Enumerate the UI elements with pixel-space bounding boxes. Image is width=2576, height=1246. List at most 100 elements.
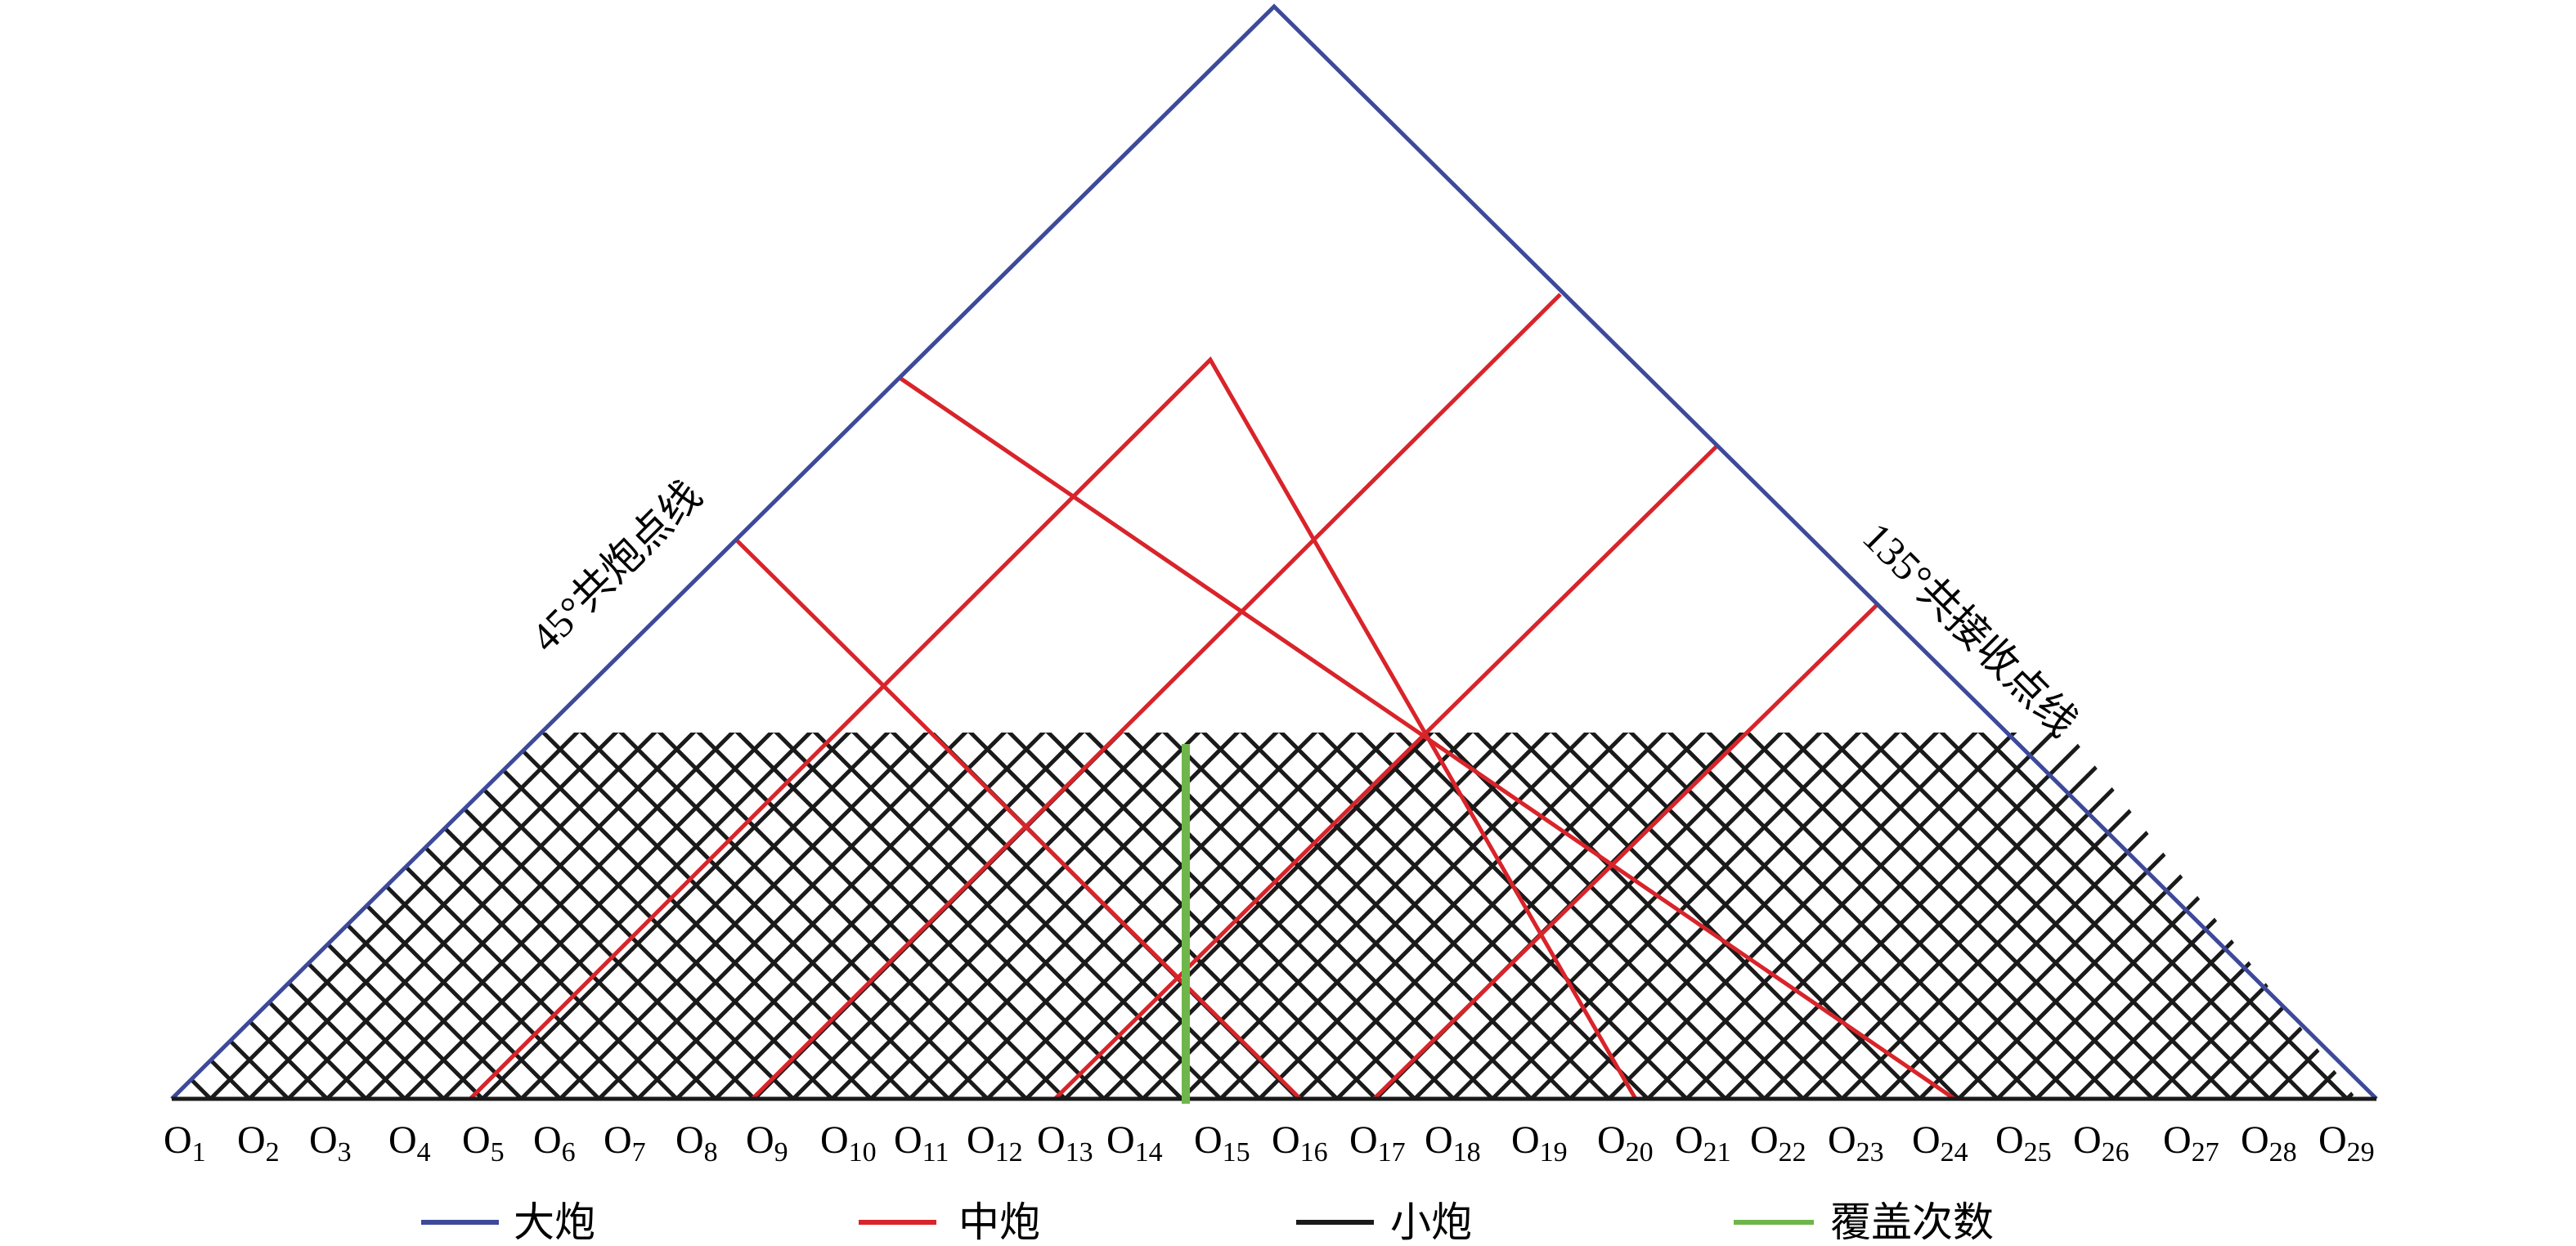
- small-shot-line: [883, 733, 1378, 1099]
- small-shot-line: [2035, 733, 2357, 1099]
- station-label: O17: [1349, 1118, 1406, 1168]
- small-shot-line: [456, 733, 950, 1099]
- station-labels: O1 O2 O3 O4 O5 O6 O7 O8 O9 O10 O11 O12 O13 O14 O15 O16 O…: [164, 1118, 2375, 1168]
- small-shot-line: [1039, 733, 1533, 1099]
- small-shot-line: [947, 733, 1441, 1099]
- small-shot-line: [2151, 733, 2357, 1099]
- station-label-letter: O: [2241, 1118, 2269, 1162]
- small-shot-line: [1141, 733, 1636, 1099]
- station-label: O8: [675, 1118, 718, 1168]
- small-shot-line: [1296, 733, 1791, 1099]
- station-label-letter: O: [1995, 1118, 2024, 1162]
- small-shot-line: [845, 733, 1339, 1099]
- small-shot-line: [172, 733, 251, 1099]
- small-shot-line: [1233, 733, 1727, 1099]
- medium-shot-path-4: [751, 293, 1562, 1100]
- large-shot-outline: [170, 3, 2378, 1100]
- station-label-index: 19: [1540, 1137, 1568, 1168]
- small-shot-line: [172, 733, 446, 1099]
- small-shot-line: [650, 733, 1145, 1099]
- station-label: O13: [1037, 1118, 1093, 1168]
- station-label-index: 9: [774, 1137, 788, 1168]
- small-shot-line: [1156, 733, 1649, 1099]
- small-shot-line: [172, 733, 368, 1099]
- station-label-index: 29: [2347, 1137, 2375, 1168]
- station-label: O25: [1995, 1118, 2052, 1168]
- small-shot-line: [2345, 733, 2357, 1099]
- small-shot-line: [301, 733, 795, 1099]
- station-label-letter: O: [604, 1118, 632, 1162]
- station-label-letter: O: [1750, 1118, 1779, 1162]
- station-label-index: 22: [1779, 1137, 1806, 1168]
- station-label-index: 10: [849, 1137, 877, 1168]
- small-shot-line: [792, 733, 1286, 1099]
- small-shot-line: [1855, 733, 2349, 1099]
- legend-label-medium-shot: 中炮: [958, 1199, 1040, 1245]
- small-shot-line: [172, 733, 173, 1099]
- small-shot-line: [1311, 733, 1805, 1099]
- station-label: O9: [746, 1118, 788, 1168]
- legend-item-large-shot: 大炮: [421, 1199, 595, 1245]
- small-shot-line: [379, 733, 873, 1099]
- station-label-letter: O: [746, 1118, 774, 1162]
- station-label-index: 27: [2192, 1137, 2219, 1168]
- small-shot-line: [2228, 733, 2357, 1099]
- station-label-index: 8: [704, 1137, 718, 1168]
- left-diagonal-label: 45°共炮点线: [522, 472, 711, 661]
- small-shot-line: [985, 733, 1480, 1099]
- small-shot-line: [1685, 733, 2179, 1099]
- small-shot-line: [339, 733, 834, 1099]
- station-label-letter: O: [1828, 1118, 1856, 1162]
- small-shot-line: [534, 733, 1028, 1099]
- station-label-index: 25: [2024, 1137, 2052, 1168]
- station-label-letter: O: [1597, 1118, 1626, 1162]
- small-shot-line: [1582, 733, 2077, 1099]
- legend-label-small-shot: 小炮: [1390, 1199, 1472, 1245]
- station-label: O21: [1675, 1118, 1731, 1168]
- small-shot-line: [714, 733, 1208, 1099]
- small-shot-line: [442, 733, 936, 1099]
- small-shot-line: [922, 733, 1416, 1099]
- station-label: O10: [820, 1118, 877, 1168]
- station-label-index: 16: [1300, 1137, 1328, 1168]
- small-shot-line: [1025, 733, 1519, 1099]
- small-shot-line: [519, 733, 1014, 1099]
- station-label-letter: O: [533, 1118, 562, 1162]
- station-label-index: 2: [266, 1137, 280, 1168]
- station-label: O5: [462, 1118, 505, 1168]
- small-shot-line: [172, 733, 640, 1099]
- small-shot-line: [767, 733, 1261, 1099]
- small-shot-line: [1738, 733, 2233, 1099]
- station-label: O15: [1194, 1118, 1250, 1168]
- small-shot-line: [172, 733, 213, 1099]
- medium-shot-lines: [469, 293, 1956, 1101]
- small-shot-line: [417, 733, 912, 1099]
- small-shot-line: [325, 733, 819, 1099]
- station-label-letter: O: [967, 1118, 995, 1162]
- station-label-letter: O: [1675, 1118, 1703, 1162]
- station-label-index: 13: [1066, 1137, 1093, 1168]
- small-shot-line: [403, 733, 897, 1099]
- small-shot-line: [184, 733, 679, 1099]
- station-label: O27: [2163, 1118, 2219, 1168]
- small-shot-line: [172, 733, 406, 1099]
- legend-label-large-shot: 大炮: [514, 1199, 595, 1245]
- station-label-index: 4: [417, 1137, 431, 1168]
- small-shot-line: [1544, 733, 2038, 1099]
- station-label: O18: [1425, 1118, 1481, 1168]
- small-shot-line: [869, 733, 1363, 1099]
- station-label-letter: O: [1349, 1118, 1378, 1162]
- small-shot-line: [1802, 733, 2296, 1099]
- small-shot-line: [286, 733, 781, 1099]
- station-label: O22: [1750, 1118, 1806, 1168]
- small-shot-line: [1078, 733, 1572, 1099]
- medium-shot-path-5: [1053, 444, 1719, 1100]
- small-shot-line: [1466, 733, 1960, 1099]
- small-shot-line: [2268, 733, 2357, 1099]
- station-label-letter: O: [2318, 1118, 2347, 1162]
- small-shot-line: [1218, 733, 1713, 1099]
- legend-item-small-shot: 小炮: [1296, 1199, 1472, 1245]
- station-label: O4: [388, 1118, 431, 1168]
- station-label-index: 14: [1135, 1137, 1163, 1168]
